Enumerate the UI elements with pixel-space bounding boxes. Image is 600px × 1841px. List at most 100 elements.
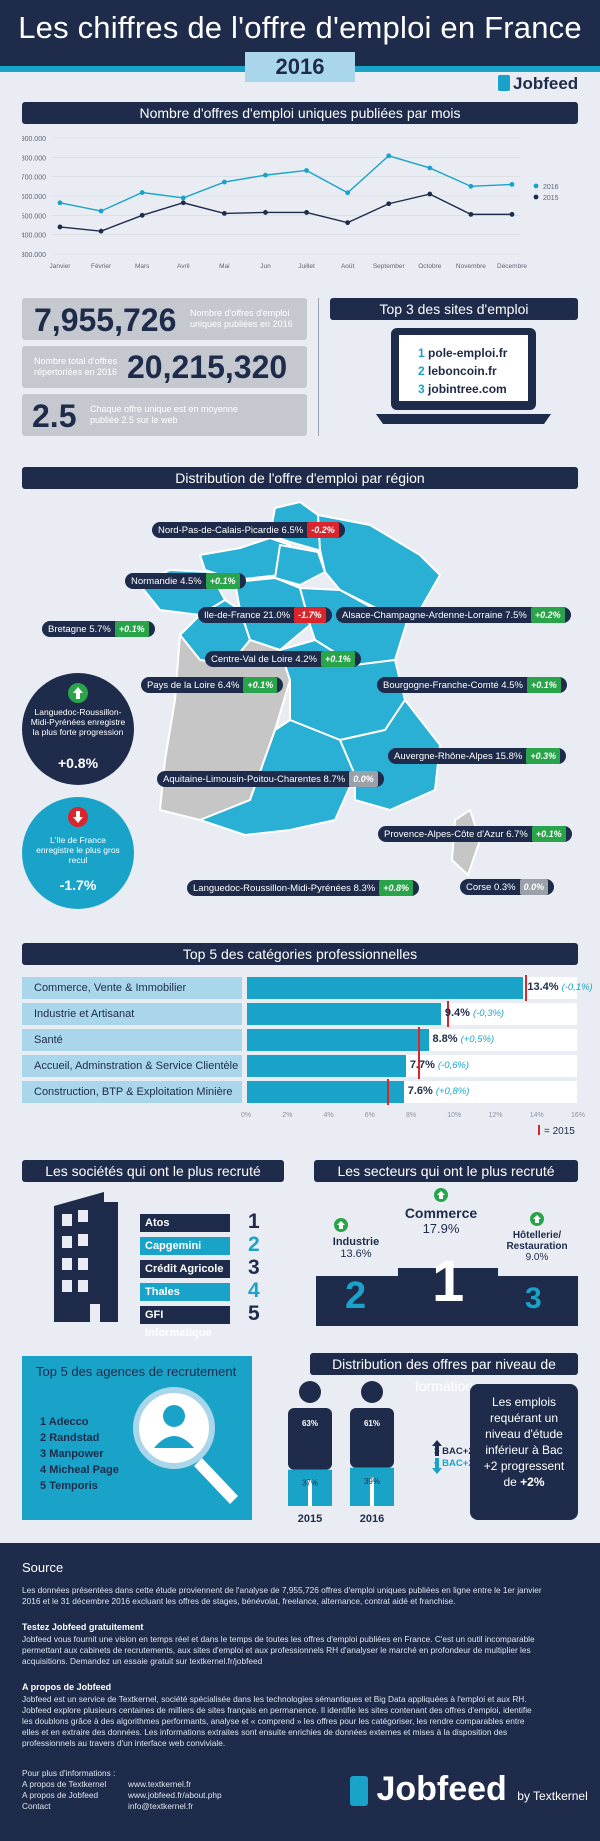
companies-section-title: Les sociétés qui ont le plus recruté <box>22 1160 284 1182</box>
x-tick-label: 4% <box>323 1112 334 1119</box>
y-tick-label: 300.000 <box>22 252 46 259</box>
category-label: Commerce, Vente & Immobilier <box>22 977 242 999</box>
x-tick-label: 12% <box>488 1112 503 1119</box>
region-share: Bretagne 5.7% <box>48 624 111 635</box>
x-tick-label: Mars <box>135 263 150 270</box>
data-point <box>221 211 227 216</box>
data-point <box>98 228 104 234</box>
down-arrow-icon <box>68 807 88 827</box>
test-text: Jobfeed vous fournit une vision en temps… <box>22 1634 535 1666</box>
total-offers-label: Nombre total d'offres répertoriées en 20… <box>34 356 118 377</box>
link-label-1: A propos de Textkernel <box>22 1779 107 1789</box>
region-change-badge: +0.8% <box>379 880 413 896</box>
data-point <box>263 210 268 215</box>
leg-gap <box>370 1477 374 1506</box>
laptop-icon <box>376 328 551 424</box>
region-label: Languedoc-Roussillon-Midi-Pyrénées 8.3% +… <box>187 880 419 896</box>
jobfeed-logo-text: Jobfeed <box>513 74 579 93</box>
about-text: Jobfeed est un service de Textkernel, so… <box>22 1694 532 1748</box>
x-tick-label: Janvier <box>50 263 72 270</box>
data-point <box>427 165 433 171</box>
region-label: Corse 0.3% 0.0% <box>460 879 555 895</box>
agency-1: 1 Adecco <box>40 1416 89 1428</box>
region-label: Provence-Alpes-Côte d'Azur 6.7% +0.1% <box>378 826 572 842</box>
x-tick-label: 16% <box>571 1112 586 1119</box>
agencies-list: 1 Adecco 2 Randstad 3 Manpower 4 Micheal… <box>40 1414 119 1494</box>
link-url-3[interactable]: info@textkernel.fr <box>128 1801 194 1811</box>
region-share: Languedoc-Roussillon-Midi-Pyrénées 8.3% <box>193 883 376 894</box>
legend-marker <box>533 183 539 189</box>
region-share: Provence-Alpes-Côte d'Azur 6.7% <box>384 829 528 840</box>
company-rank: 2 <box>248 1233 260 1256</box>
region-label: Aquitaine-Limousin-Poitou-Charentes 8.7%… <box>157 771 384 787</box>
region-change-badge: +0.3% <box>526 748 561 764</box>
region-label: Nord-Pas-de-Calais-Picardie 6.5% -0.2% <box>152 522 345 538</box>
legend-label: 2015 <box>543 195 559 202</box>
monthly-line-chart: 900.000 800.000 700.000 600.000 500.000 400.0… <box>22 136 559 270</box>
data-point <box>509 182 515 187</box>
avg-publication-box <box>22 394 307 436</box>
y-tick-label: 700.000 <box>22 175 46 182</box>
agency-5: 5 Temporis <box>40 1480 98 1492</box>
category-marker-2015 <box>387 1079 390 1105</box>
x-tick-label: Juillet <box>298 263 315 270</box>
data-point <box>304 210 309 215</box>
above-bac2-label: 61% <box>364 1419 380 1428</box>
data-point <box>345 190 351 196</box>
categories-section-title: Top 5 des catégories professionnelles <box>22 943 578 965</box>
avg-publication-label: Chaque offre unique est en moyenne publi… <box>90 404 238 425</box>
company-name: Thales <box>140 1283 230 1301</box>
unique-offers-value: 7,955,726 <box>34 302 177 338</box>
bar-above-bac2 <box>350 1408 394 1468</box>
region-change-badge: +0.1% <box>531 826 566 842</box>
region-share: Ile-de-France 21.0% <box>204 610 291 621</box>
data-point <box>468 211 474 217</box>
region-share: Normandie 4.5% <box>131 576 202 587</box>
sectors-section-title: Les secteurs qui ont le plus recruté <box>314 1160 578 1182</box>
link-url-1[interactable]: www.textkernel.fr <box>128 1779 192 1789</box>
more-info-title: Pour plus d'informations : <box>22 1768 116 1778</box>
podium-rank-1: 1 <box>432 1249 465 1314</box>
series-line-2016 <box>59 155 513 212</box>
company-name: Atos <box>140 1214 230 1232</box>
site-3: 3 jobintree.com <box>418 382 507 396</box>
category-label: Industrie et Artisanat <box>22 1003 242 1025</box>
education-section-title: Distribution des offres par niveau de fo… <box>310 1353 578 1394</box>
person-head-icon <box>361 1381 383 1403</box>
page-title: Les chiffres de l'offre d'emploi en Fran… <box>18 10 582 45</box>
x-tick-label: Novembre <box>456 263 486 270</box>
category-change: (+0,5%) <box>460 1034 495 1045</box>
x-tick-label: Avril <box>177 263 190 270</box>
best-progress-value: +0.8% <box>57 755 99 771</box>
legend-2015: = 2015 <box>538 1125 575 1137</box>
data-point <box>57 224 63 230</box>
x-tick-label: Février <box>91 263 112 270</box>
category-value: 13.4% (-0,1%) <box>527 981 593 993</box>
region-label: Normandie 4.5% +0.1% <box>125 573 246 589</box>
best-progress-text: Languedoc-Roussillon-Midi-Pyrénées enreg… <box>30 707 126 737</box>
legend-marker <box>533 194 539 200</box>
region-share: Corse 0.3% <box>466 882 516 893</box>
education-callout-text: Les emplois requérant un niveau d'étude … <box>483 1395 565 1489</box>
legend-2015-marker <box>538 1125 540 1135</box>
industrie-label: Industrie 13.6% <box>332 1236 380 1260</box>
divider <box>318 298 319 436</box>
y-tick-label: 900.000 <box>22 136 46 143</box>
total-offers-value: 20,215,320 <box>127 349 288 385</box>
region-share: Bourgogne-Franche-Comté 4.5% <box>383 680 523 691</box>
region-change-badge: -1.7% <box>294 607 326 623</box>
industrie-up-icon <box>334 1218 348 1232</box>
x-tick-label: Jun <box>260 263 271 270</box>
hotellerie-up-icon <box>530 1212 544 1226</box>
data-point <box>386 201 392 207</box>
category-row: Industrie et Artisanat 9.4% (-0,3%) <box>22 1001 578 1027</box>
x-tick-label: 14% <box>529 1112 544 1119</box>
hotellerie-label: Hôtellerie/ Restauration 9.0% <box>506 1230 568 1263</box>
x-tick-label: Mai <box>219 263 229 270</box>
worst-decline-value: -1.7% <box>59 877 97 893</box>
link-url-2[interactable]: www.jobfeed.fr/about.php <box>128 1790 222 1800</box>
unique-offers-box <box>22 298 307 340</box>
y-tick-label: 800.000 <box>22 155 46 162</box>
podium-icon <box>316 1268 578 1326</box>
x-tick-label: 6% <box>364 1112 375 1119</box>
